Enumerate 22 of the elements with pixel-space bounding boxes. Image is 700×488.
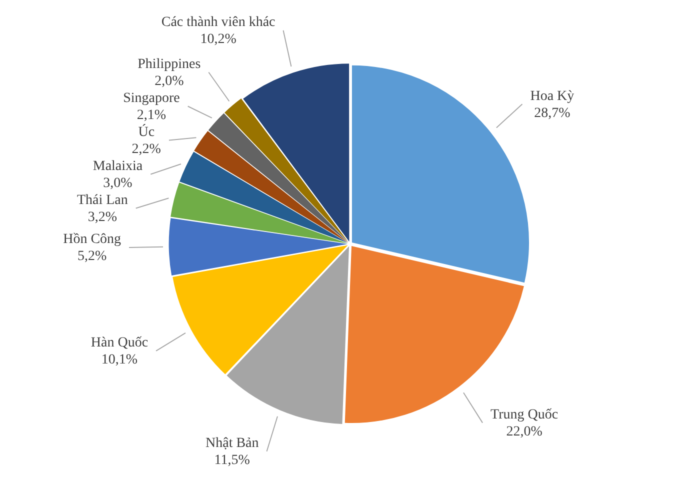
data-label: 11,5% — [214, 453, 250, 468]
slice-label: Malaixia — [92, 158, 144, 174]
slice-label: Trung Quốc — [490, 408, 558, 422]
data-label: 28,7% — [534, 106, 571, 121]
slice-label: Thái Lan — [76, 192, 128, 208]
data-label: 3,2% — [88, 210, 118, 225]
data-label: 2,2% — [132, 142, 162, 157]
data-label: 2,1% — [136, 108, 166, 123]
slice-label: Úc — [138, 122, 155, 140]
slice-label: Các thành viên khác — [161, 15, 276, 30]
data-label: 3,0% — [103, 176, 133, 191]
slice-label: Singapore — [123, 90, 180, 106]
slice-label: Hồn Công — [63, 232, 122, 248]
data-label: 10,2% — [200, 32, 237, 48]
data-label: 22,0% — [506, 424, 543, 440]
slice-label: Nhật Bản — [205, 436, 259, 452]
slice-label: Philippines — [138, 56, 201, 72]
data-label: 10,1% — [101, 352, 138, 368]
data-label: 2,0% — [154, 74, 184, 89]
slice-label: Hoa Kỳ — [530, 88, 574, 104]
slice-label: Hàn Quốc — [90, 336, 148, 351]
data-label: 5,2% — [77, 249, 107, 264]
